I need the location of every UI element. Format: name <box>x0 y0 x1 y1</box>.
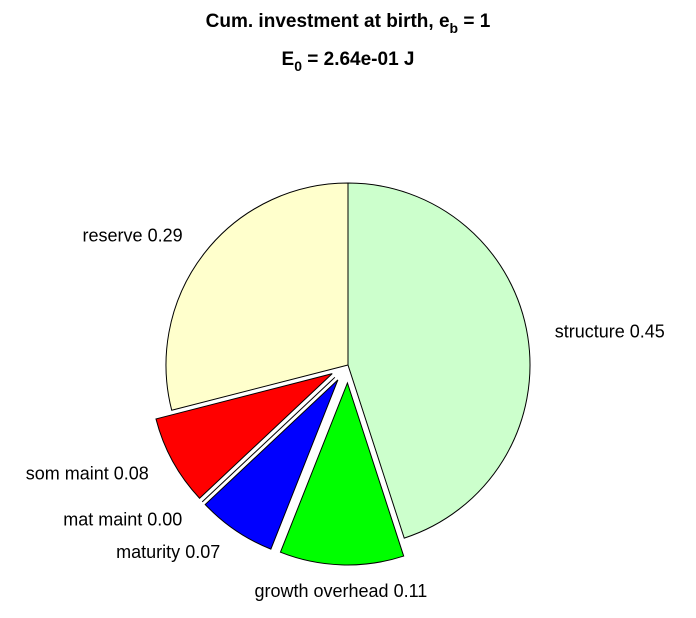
chart-subtitle: E0 = 2.64e-01 J <box>282 49 415 74</box>
slice-category: growth overhead <box>254 581 388 601</box>
slice-value: 0.45 <box>630 321 665 341</box>
pie-slice <box>204 379 339 550</box>
pie-slice <box>155 373 333 499</box>
slice-value: 0.07 <box>185 542 220 562</box>
slice-category: reserve <box>83 225 143 245</box>
titles: Cum. investment at birth, eb = 1 E0 = 2.… <box>206 11 491 74</box>
slice-value: 0.08 <box>114 463 149 483</box>
title-main: E <box>282 49 295 70</box>
slice-category: structure <box>555 321 625 341</box>
slice-label: som maint 0.08 <box>26 463 149 483</box>
slice-value: 0.00 <box>147 509 182 529</box>
title-main: Cum. investment at birth, e <box>206 11 450 32</box>
slice-label: mat maint 0.00 <box>63 509 182 529</box>
pie-slice <box>165 182 349 411</box>
pie-slice <box>201 376 336 503</box>
title-rest: = 1 <box>458 11 491 32</box>
title-sub: b <box>450 20 459 36</box>
chart-title: Cum. investment at birth, eb = 1 <box>206 11 491 36</box>
slice-category: som maint <box>26 463 109 483</box>
slice-value: 0.29 <box>148 225 183 245</box>
title-sub: 0 <box>294 58 302 74</box>
slice-label: reserve 0.29 <box>83 225 183 245</box>
pie-slice <box>279 381 405 566</box>
slice-value: 0.11 <box>394 581 428 601</box>
slice-category: maturity <box>116 542 180 562</box>
title-rest: = 2.64e-01 J <box>302 49 415 70</box>
pie-slice <box>347 182 531 539</box>
slice-label: structure 0.45 <box>555 321 665 341</box>
slice-label: maturity 0.07 <box>116 542 220 562</box>
slice-category: mat maint <box>63 509 142 529</box>
slice-label: growth overhead 0.11 <box>254 581 427 601</box>
